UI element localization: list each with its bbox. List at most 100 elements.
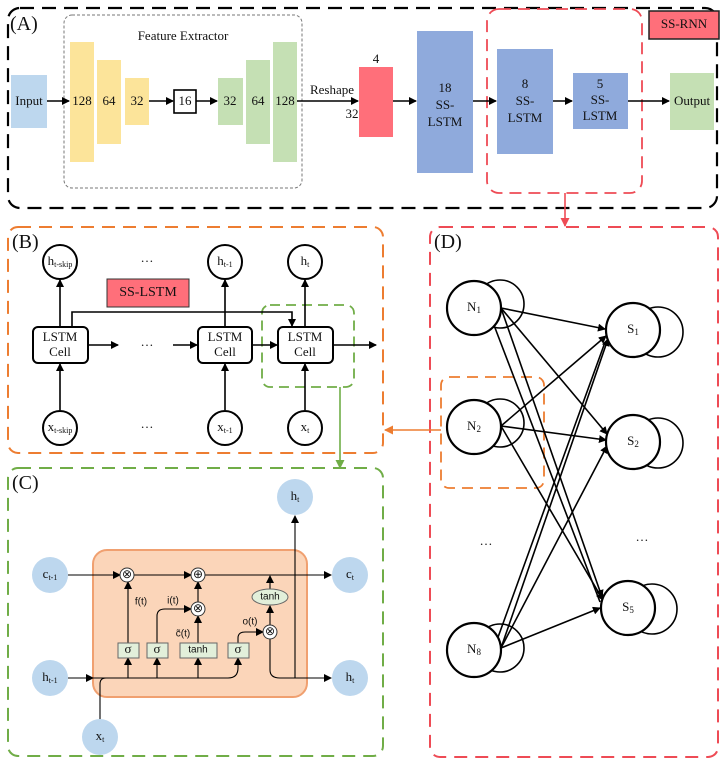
input-block [11,75,47,128]
node-s5: S5 [599,579,657,637]
encoder-label-32: 32 [131,93,144,108]
input-node-t: xt [287,410,323,446]
ellipsis-bottom: … [141,416,154,431]
input-multiply-op: ⊗ [190,601,206,617]
node-base: c [43,566,49,581]
panel-c: (C) ⊗ ⊕ ⊗ ⊗ σ σ tanh σ [7,467,384,757]
node-sub: t [307,260,310,269]
node-base: h [301,253,308,268]
skip-connection [71,311,296,327]
lstm-8-line2: LSTM [508,110,543,125]
h-next-node: ht [332,660,368,696]
panel-a-label: (A) [10,13,38,35]
lstm-cell-t: LSTM Cell [277,326,334,364]
node-base: S [622,599,629,614]
svg-text:xt: xt [301,419,311,435]
output-node-t-1: ht-1 [207,244,243,280]
cell-label-line1: LSTM [43,329,78,344]
lstm-18-line2: LSTM [428,114,463,129]
lstm-18-units: 18 [439,80,452,95]
input-node-t-1: xt-1 [207,410,243,446]
x-node: xt [82,719,118,755]
gate-label: tanh [188,645,207,656]
ss-rnn-badge-label: SS-RNN [661,16,708,31]
panel-c-label: (C) [12,472,39,494]
svg-text:xt-1: xt-1 [217,419,232,435]
output-node-t: ht [287,244,323,280]
ellipsis-middle: … [141,334,154,349]
encoder-label-128: 128 [72,93,92,108]
node-n8: N8 [445,621,503,679]
reshape-dim-left: 32 [346,106,359,121]
forget-multiply-op: ⊗ [119,567,135,583]
lstm-layer-5 [573,73,628,129]
ss-lstm-badge [106,278,190,308]
node-sub: t-1 [49,676,58,685]
decoder-layer-64 [246,60,270,144]
cell-label-line1: LSTM [208,329,243,344]
bottleneck-label: 16 [179,93,193,108]
op-symbol: ⊗ [122,567,132,581]
encoder-label-64: 64 [103,93,117,108]
lstm-cell-skip: LSTM Cell [32,326,89,364]
node-sub: t [352,573,355,582]
node-n2: N2 [445,398,503,456]
node-sub: 8 [476,647,481,657]
cell-add-op: ⊕ [190,567,206,583]
c-prev-node: ct-1 [32,557,68,593]
node-base: x [48,419,55,434]
lstm-5-units: 5 [597,76,604,91]
lstm-18-line1: SS- [436,97,455,112]
cell-highlight-box [261,304,355,388]
candidate-tanh: tanh [179,642,218,659]
node-s1: S1 [604,301,662,359]
output-node-t-skip: ht-skip [42,244,78,280]
panel-d: (D) N1 N2 N8 S1 S2 S5 [384,226,719,758]
cell-label-line2: Cell [294,344,316,359]
svg-text:ht: ht [291,488,301,504]
feature-extractor-title: Feature Extractor [138,28,229,43]
node-base: h [217,253,224,268]
cell-tanh: tanh [251,588,289,606]
node-base: h [42,669,49,684]
node-s2: S2 [604,413,662,471]
node-sub: t [297,495,300,504]
node-sub: 2 [634,439,639,449]
node-sub: t-skip [54,260,72,269]
node-base: S [627,433,634,448]
output-block [670,73,714,130]
node-sub: t [307,426,310,435]
c-next-node: ct [332,557,368,593]
node-sub: t-1 [48,573,57,582]
decoder-label-64: 64 [252,93,266,108]
input-node-t-skip: xt-skip [42,410,78,446]
cell-label-line1: LSTM [288,329,323,344]
panel-d-label: (D) [434,231,462,253]
op-symbol: ⊗ [265,624,275,638]
svg-text:ht-1: ht-1 [42,669,57,685]
lstm-8-units: 8 [522,76,529,91]
svg-text:xt: xt [96,728,106,744]
decoder-label-32: 32 [224,93,237,108]
node-sub: t-1 [224,260,233,269]
op-symbol: ⊕ [193,567,203,581]
svg-text:S5: S5 [622,599,634,615]
node-sub: t [352,676,355,685]
node-base: x [301,419,308,434]
lstm-5-line1: SS- [591,92,610,107]
node-sub: t-1 [224,426,233,435]
output-gate-label: o(t) [243,617,258,628]
panel-d-border [429,226,719,758]
graph-edges [491,307,610,649]
lstm-cell-body [92,549,308,698]
reshape-dim-top: 4 [373,51,380,66]
reshape-label: Reshape [310,82,354,97]
svg-text:ht-1: ht-1 [217,253,232,269]
lstm-cell-t-1: LSTM Cell [197,326,253,364]
svg-text:ht: ht [301,253,311,269]
lstm-5-line2: LSTM [583,108,618,123]
svg-text:N8: N8 [467,641,481,657]
node-base: h [291,488,298,503]
input-gate-sigma: σ [146,641,169,659]
right-ellipsis: … [636,529,649,544]
